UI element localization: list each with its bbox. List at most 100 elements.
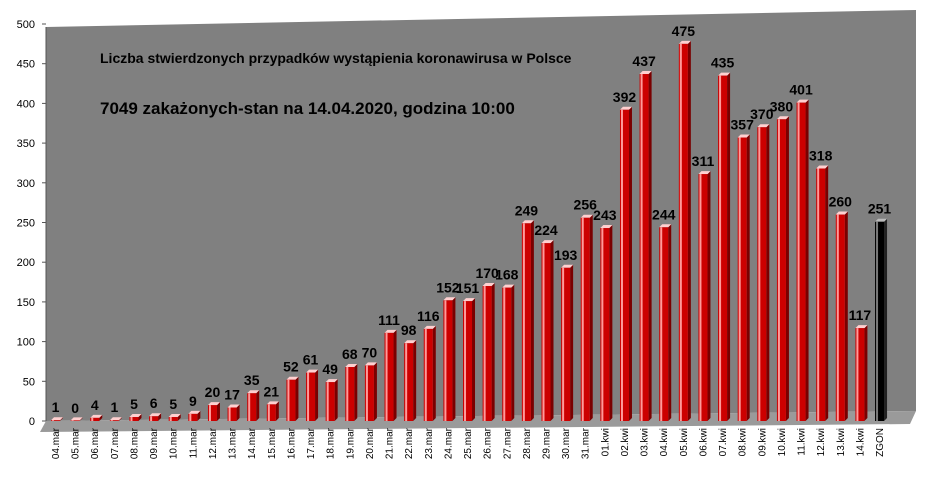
bar-front — [776, 119, 786, 421]
bar-side — [707, 171, 711, 421]
data-label: 318 — [809, 148, 833, 164]
bar-highlight — [71, 420, 74, 421]
y-tick-label: 250 — [17, 218, 35, 230]
x-tick-label: 02.kwi — [620, 428, 631, 456]
x-tick-label: 27.mar — [502, 427, 513, 459]
x-tick-label: 15.mar — [267, 427, 278, 459]
bar-top — [384, 329, 397, 333]
x-tick-label: 19.mar — [345, 427, 356, 459]
bar — [678, 40, 691, 421]
data-label: 5 — [130, 396, 138, 412]
bar-front — [306, 372, 316, 421]
bar — [443, 297, 456, 421]
bar-front — [521, 223, 531, 421]
bar-side — [138, 414, 142, 421]
bar-front — [286, 379, 296, 421]
data-label: 357 — [731, 117, 755, 133]
bar — [757, 124, 770, 421]
bar-highlight — [758, 127, 761, 421]
bar-side — [60, 417, 63, 421]
x-tick-label: 11.kwi — [797, 428, 808, 456]
bar — [345, 364, 358, 421]
y-tick-label: 300 — [17, 178, 35, 190]
bar — [463, 298, 476, 421]
bar-side — [864, 325, 868, 421]
bar-top — [207, 402, 220, 406]
x-tick-label: 22.mar — [404, 427, 415, 459]
x-tick-label: 30.mar — [561, 427, 572, 459]
chart-title: Liczba stwierdzonych przypadków wystąpie… — [100, 50, 572, 66]
x-tick-label: 28.mar — [522, 427, 533, 459]
bar-highlight — [228, 407, 231, 421]
bar — [90, 414, 103, 421]
data-label: 401 — [789, 82, 813, 98]
bar — [306, 369, 319, 421]
bar-side — [589, 214, 593, 421]
bar-front — [207, 405, 217, 421]
bar-highlight — [542, 243, 545, 421]
bar-highlight — [189, 413, 192, 421]
x-tick-label: 25.mar — [463, 427, 474, 459]
plot-floor — [40, 411, 916, 432]
x-tick-label: 12.kwi — [816, 428, 827, 456]
bar — [855, 325, 868, 421]
bar-highlight — [110, 420, 113, 421]
bar-highlight — [444, 300, 447, 421]
bar-side — [393, 329, 397, 421]
bar-highlight — [777, 119, 780, 421]
data-label: 116 — [417, 308, 440, 324]
bar — [51, 417, 63, 421]
bar — [266, 401, 279, 421]
bar-highlight — [562, 267, 565, 421]
bar-side — [158, 413, 162, 421]
bar-highlight — [287, 379, 290, 421]
x-tick-label: 13.kwi — [836, 428, 847, 456]
x-tick-label: 07.mar — [110, 427, 121, 459]
bar-top — [306, 369, 319, 373]
bar-side — [884, 218, 888, 421]
x-tick-label: 05.mar — [71, 427, 82, 459]
x-tick-label: 14.kwi — [855, 428, 866, 456]
bar — [325, 379, 338, 421]
x-tick-label: 18.mar — [326, 427, 337, 459]
bar-highlight — [483, 286, 486, 421]
bar-highlight — [581, 217, 584, 421]
bar-highlight — [424, 328, 427, 421]
bar-highlight — [464, 301, 467, 421]
data-label: 9 — [189, 393, 197, 409]
bar-front — [384, 332, 394, 421]
data-label: 117 — [849, 307, 872, 323]
bar-side — [472, 298, 476, 421]
bar-side — [197, 410, 201, 421]
bar-front — [463, 301, 473, 421]
bar-top — [659, 224, 672, 228]
bar-front — [757, 127, 767, 421]
bar — [776, 116, 789, 421]
x-tick-label: 29.mar — [542, 427, 553, 459]
bar-top — [757, 124, 770, 128]
bar-front — [698, 174, 708, 421]
x-tick-label: 13.mar — [228, 427, 239, 459]
bar — [639, 71, 652, 421]
bar-top — [482, 283, 495, 287]
y-tick-label: 150 — [17, 297, 35, 309]
bar-front — [149, 416, 159, 421]
y-tick-label: 0 — [29, 416, 35, 428]
bar-side — [236, 404, 240, 421]
x-tick-label: 10.mar — [169, 427, 180, 459]
x-tick-label: 21.mar — [385, 427, 396, 459]
bar-highlight — [601, 228, 604, 421]
data-label: 370 — [750, 106, 774, 122]
bar-top — [580, 214, 593, 218]
bar-top — [51, 417, 63, 421]
bar — [168, 414, 181, 421]
bar-top — [90, 414, 103, 418]
bar-top — [325, 379, 338, 383]
data-label: 111 — [378, 312, 400, 328]
data-label: 380 — [770, 98, 794, 114]
bar-front — [482, 286, 492, 421]
bar-top — [561, 264, 574, 268]
bar-highlight — [660, 227, 663, 421]
bar-highlight — [52, 420, 54, 421]
bar-top — [286, 376, 299, 380]
